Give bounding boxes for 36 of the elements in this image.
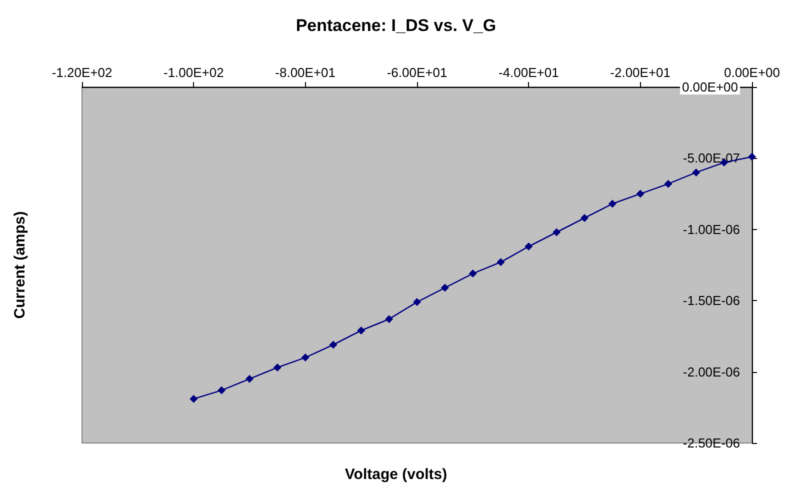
point	[748, 152, 756, 161]
x-tick-label: -1.00E+02	[163, 65, 224, 80]
point	[664, 180, 672, 188]
point	[329, 340, 338, 349]
point	[218, 386, 226, 394]
y-tick-label: -1.50E-06	[682, 293, 740, 308]
point	[608, 200, 616, 208]
point	[273, 364, 282, 372]
point	[468, 270, 477, 278]
y-tick-label: -2.50E-06	[682, 436, 740, 450]
point	[301, 354, 310, 362]
x-tick-label: -1.20E+02	[52, 65, 112, 80]
y-tick-label: -1.00E-06	[682, 222, 740, 237]
x-tick-label: -4.00E+01	[498, 65, 559, 80]
x-tick-label: -6.00E+01	[386, 65, 448, 80]
point	[246, 374, 254, 383]
point	[692, 168, 700, 176]
point	[496, 258, 505, 266]
point	[385, 315, 394, 324]
point	[552, 228, 561, 236]
chart-title: Pentacene: I_DS vs. V_G	[296, 16, 496, 35]
point	[440, 284, 449, 292]
y-tick-label: -2.00E-06	[682, 364, 740, 380]
x-tick-label: -2.00E+01	[610, 65, 671, 80]
point	[524, 242, 533, 250]
point	[580, 214, 588, 222]
point	[357, 326, 366, 335]
x-axis-title: Voltage (volts)	[344, 466, 448, 483]
y-axis-title: Current (amps)	[12, 211, 28, 319]
point	[636, 190, 644, 198]
x-tick-label: -8.00E+01	[275, 65, 336, 80]
y-tick-label: 0.00E+00	[682, 80, 738, 94]
x-tick-label: 0.00E+00	[724, 65, 780, 80]
point	[413, 298, 421, 306]
y-tick-label: -5.00E-07	[682, 150, 740, 166]
point	[190, 394, 198, 403]
